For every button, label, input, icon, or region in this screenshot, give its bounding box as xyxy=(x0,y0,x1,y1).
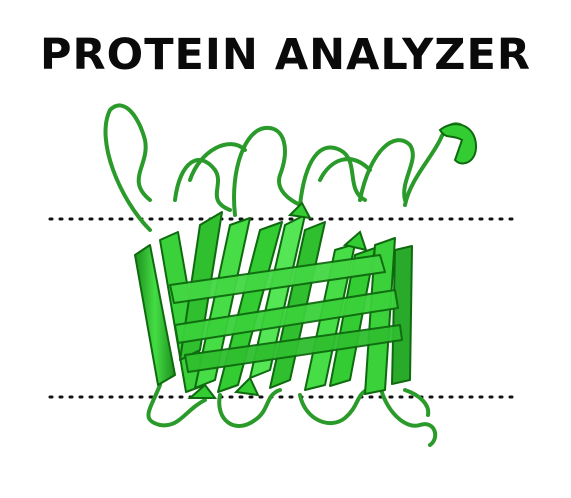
terminal-helix xyxy=(438,123,478,165)
page-title: PROTEIN ANALYZER xyxy=(40,30,531,80)
strand-arrowheads xyxy=(187,201,368,399)
protein-loops xyxy=(103,103,462,447)
front-strands xyxy=(169,254,403,373)
